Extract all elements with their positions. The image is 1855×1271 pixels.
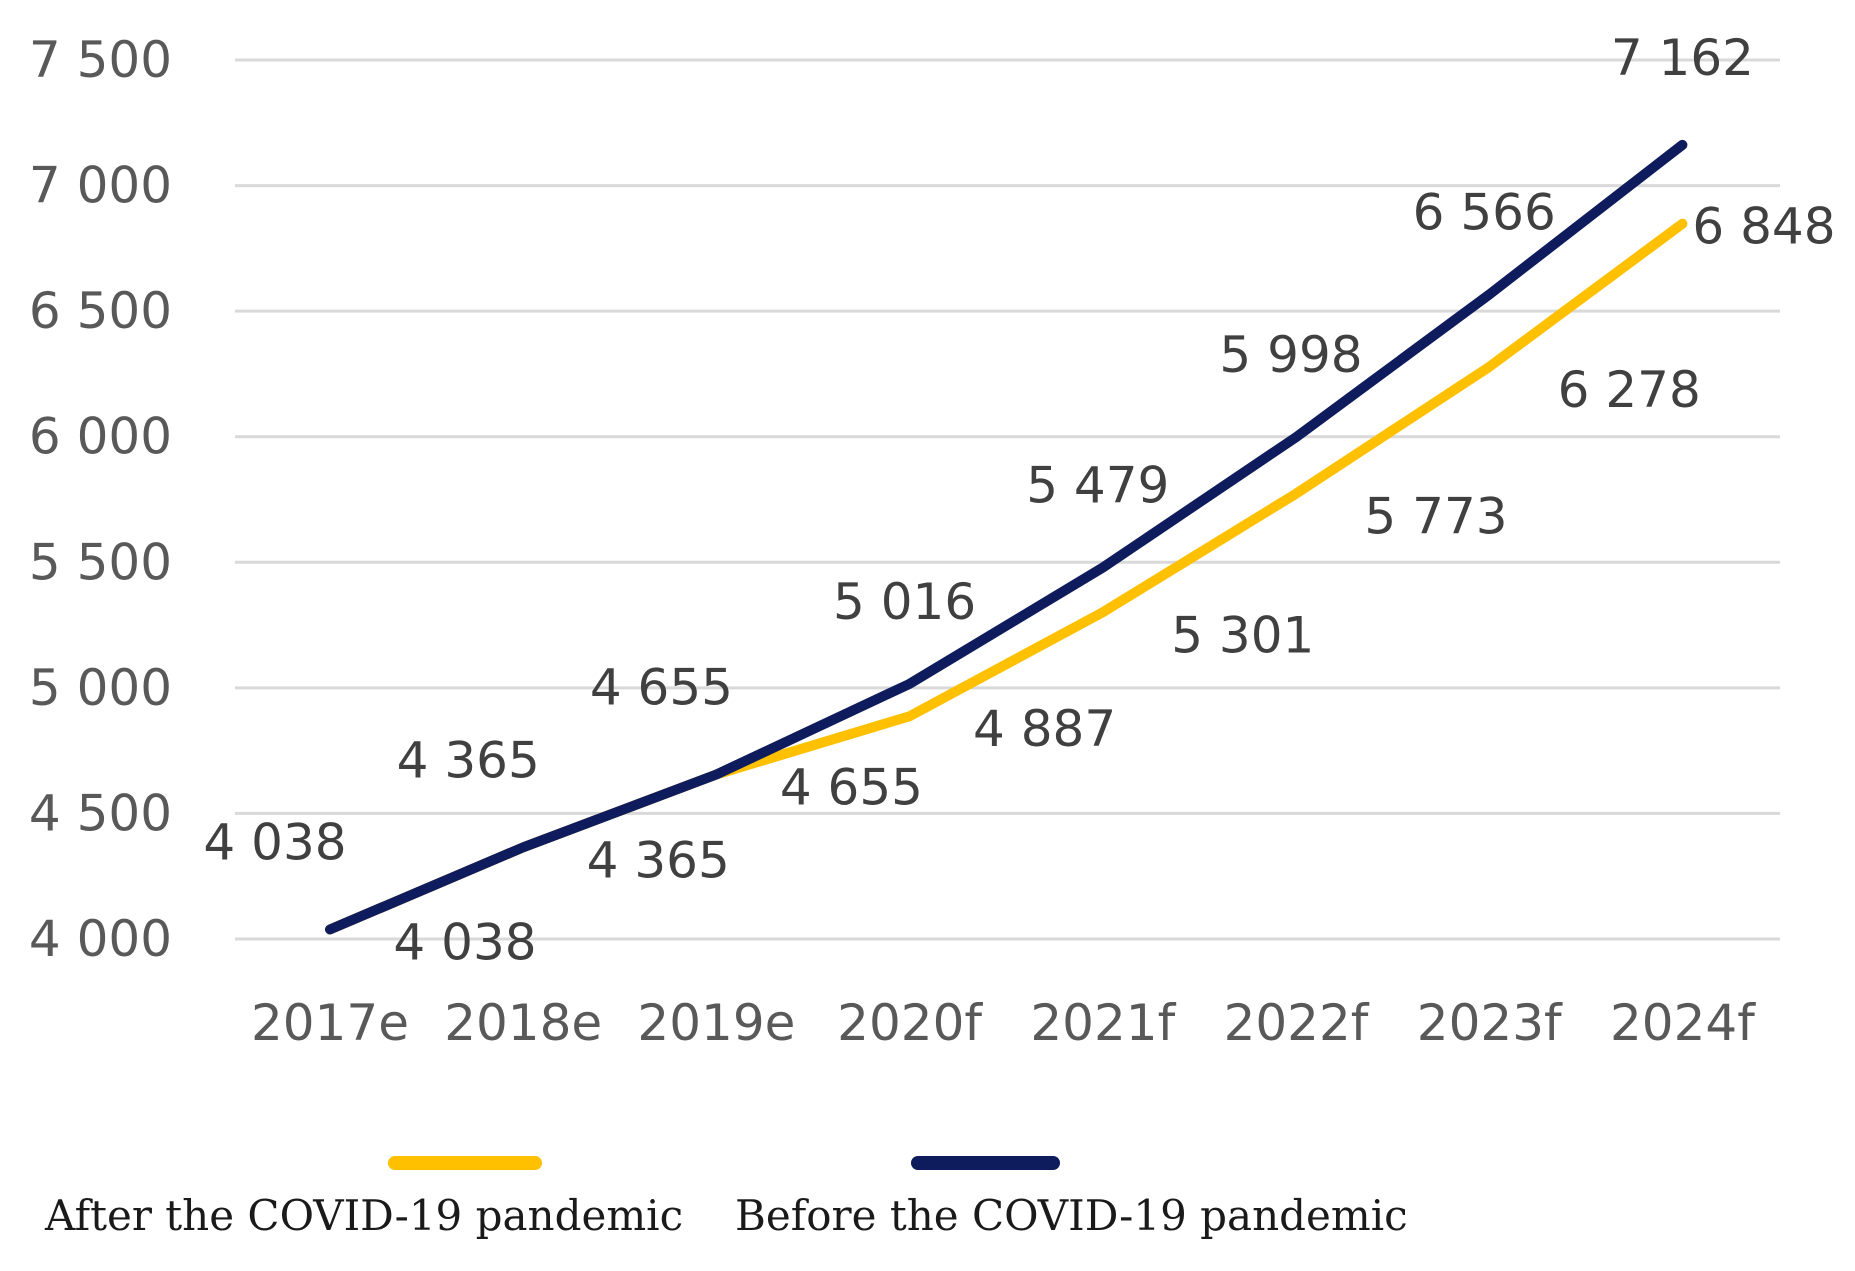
data-label-before: 5 016 (833, 573, 976, 631)
data-label-before: 5 998 (1219, 326, 1362, 384)
legend-label-before: Before the COVID-19 pandemic (735, 1191, 1408, 1240)
x-tick-label: 2023f (1417, 994, 1563, 1052)
gridlines (235, 58, 1780, 941)
data-label-before: 7 162 (1611, 29, 1754, 87)
y-axis: 4 000 4 500 5 000 5 500 6 000 6 500 7 000 7 500 (29, 31, 172, 968)
series-line-before (325, 139, 1688, 935)
x-tick-label: 2019e (637, 994, 795, 1052)
y-tick-label: 5 500 (29, 533, 172, 591)
data-label-after: 4 038 (393, 913, 536, 971)
x-tick-label: 2022f (1224, 994, 1370, 1052)
data-label-before: 4 038 (203, 813, 346, 871)
data-label-after: 6 848 (1692, 198, 1835, 256)
y-tick-label: 7 500 (29, 31, 172, 89)
series-lines (325, 139, 1688, 935)
data-label-before: 4 365 (397, 731, 540, 789)
x-tick-label: 2024f (1610, 994, 1756, 1052)
series-line-after (325, 218, 1688, 935)
data-label-after: 4 887 (973, 700, 1116, 758)
data-label-after: 4 365 (587, 831, 730, 889)
data-label-after: 4 655 (780, 759, 923, 817)
y-tick-label: 6 000 (29, 408, 172, 466)
x-tick-label: 2021f (1030, 994, 1176, 1052)
data-label-after: 6 278 (1558, 361, 1701, 419)
y-tick-label: 7 000 (29, 157, 172, 215)
legend-label-after: After the COVID-19 pandemic (44, 1191, 683, 1240)
y-tick-label: 4 500 (29, 784, 172, 842)
x-axis: 2017e 2018e 2019e 2020f 2021f 2022f 2023f 2024f (251, 994, 1756, 1052)
x-tick-label: 2017e (251, 994, 409, 1052)
data-labels: 4 038 4 365 4 655 4 887 5 301 5 773 6 278 6 848… (203, 29, 1835, 972)
data-label-before: 5 479 (1026, 457, 1169, 515)
data-label-after: 5 301 (1171, 606, 1314, 664)
y-tick-label: 5 000 (29, 659, 172, 717)
data-label-before: 6 566 (1413, 184, 1556, 242)
y-tick-label: 4 000 (29, 910, 172, 968)
y-tick-label: 6 500 (29, 282, 172, 340)
data-label-before: 4 655 (590, 659, 733, 717)
x-tick-label: 2018e (444, 994, 602, 1052)
x-tick-label: 2020f (837, 994, 983, 1052)
data-label-after: 5 773 (1364, 488, 1507, 546)
legend: After the COVID-19 pandemic Before the C… (44, 1156, 1408, 1240)
